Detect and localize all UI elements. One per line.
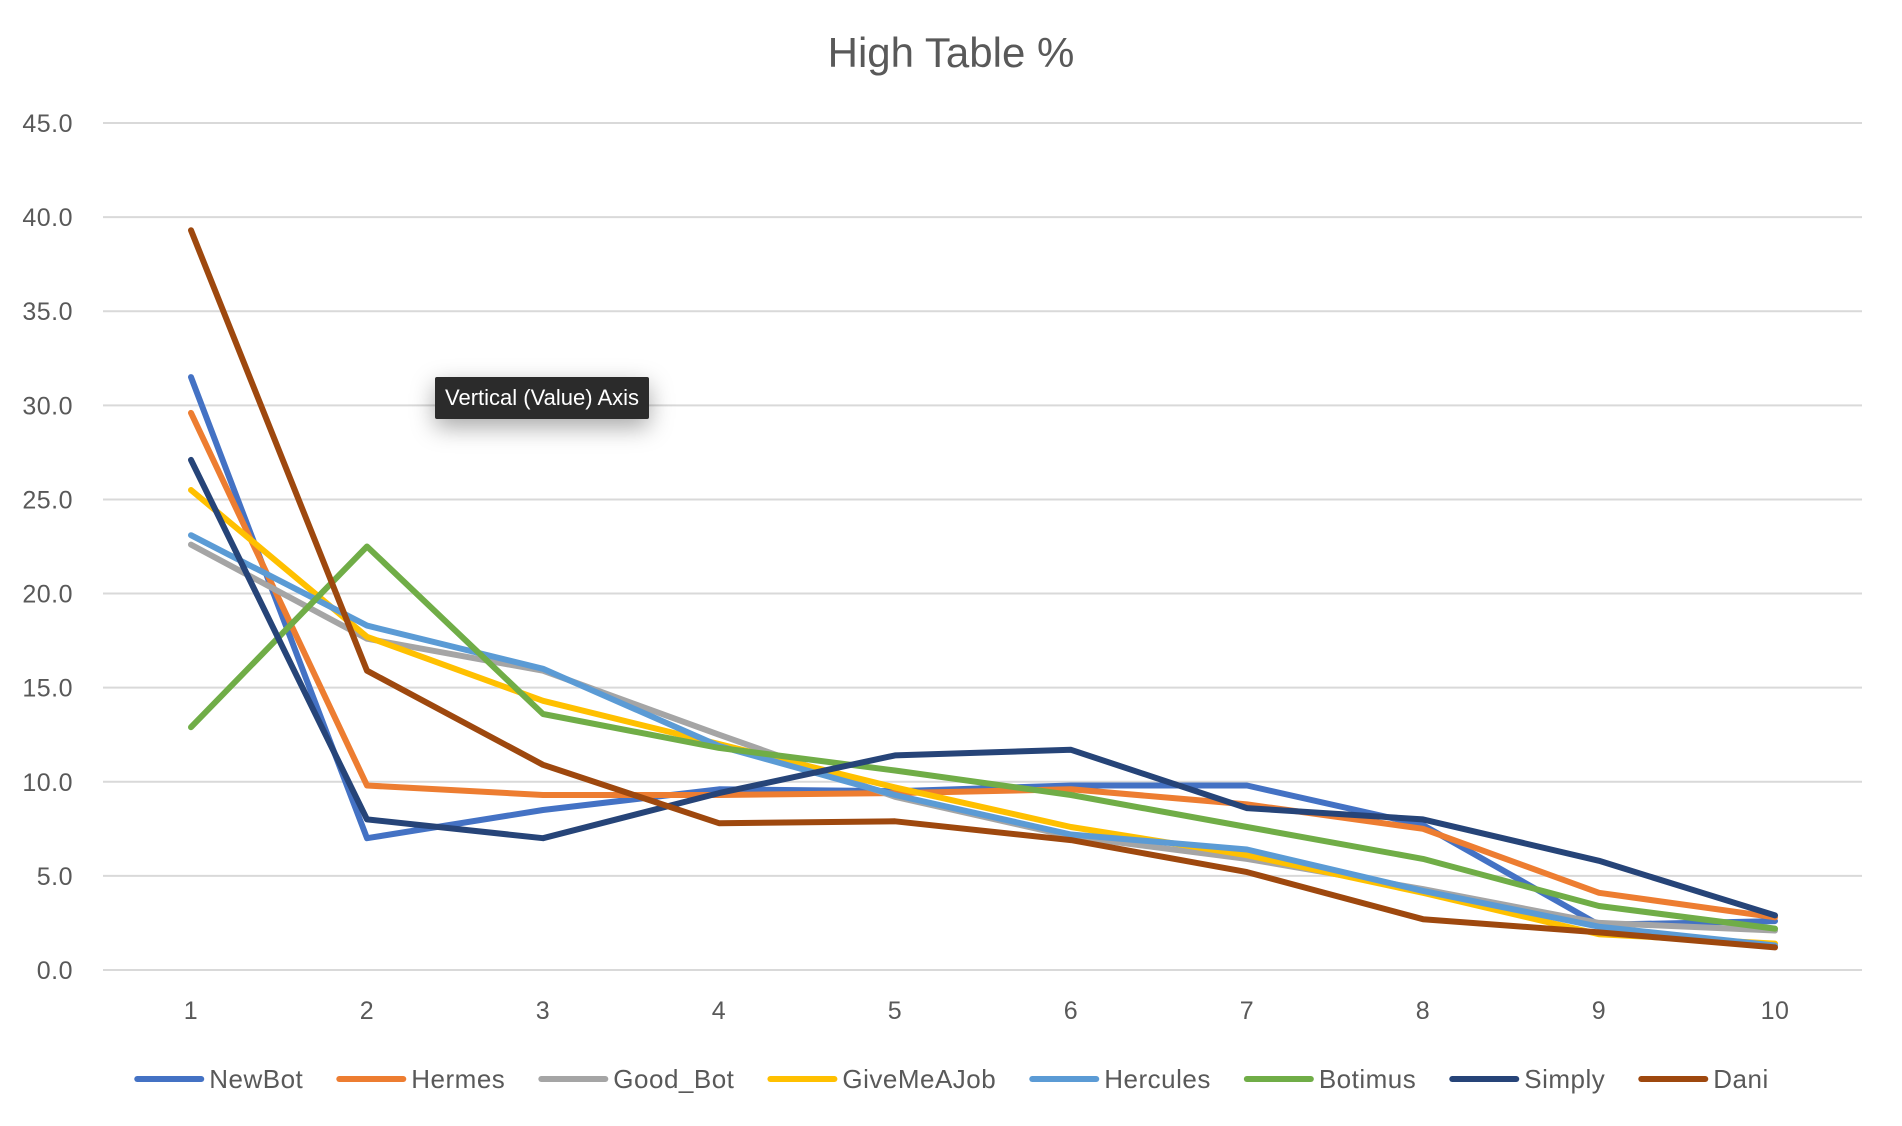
y-tick-label[interactable]: 25.0 [22,486,73,514]
legend-item-givemeajob[interactable]: GiveMeAJob [767,1064,996,1094]
x-tick-label[interactable]: 4 [712,997,726,1025]
x-tick-label[interactable]: 2 [360,997,374,1025]
axis-tooltip: Vertical (Value) Axis [435,377,650,419]
legend[interactable]: NewBot Hermes Good_Bot GiveMeAJob Hercules Bo… [134,1064,1769,1094]
y-tick-label[interactable]: 20.0 [22,581,73,609]
legend-item-good-bot[interactable]: Good_Bot [538,1064,734,1094]
y-axis-tick-labels[interactable]: 0.0 5.0 10.0 15.0 20.0 25.0 30.0 35.0 40.0 45.0 [22,110,73,985]
legend-label: Dani [1713,1064,1768,1094]
x-tick-label[interactable]: 7 [1240,997,1254,1025]
series-line-dani[interactable] [188,227,1778,951]
chart-title: High Table % [828,29,1075,76]
y-tick-label[interactable]: 15.0 [22,675,73,703]
x-tick-label[interactable]: 8 [1416,997,1430,1025]
x-tick-label[interactable]: 10 [1761,997,1790,1025]
x-tick-label[interactable]: 5 [888,997,902,1025]
legend-label: Hercules [1104,1064,1211,1094]
y-tick-label[interactable]: 30.0 [22,392,73,420]
y-tick-label[interactable]: 45.0 [22,110,73,138]
legend-label: Simply [1524,1064,1605,1094]
series-line-botimus[interactable] [188,543,1778,932]
series-line-hercules[interactable] [188,532,1778,949]
x-tick-label[interactable]: 1 [184,997,198,1025]
legend-label: NewBot [209,1064,303,1094]
legend-item-newbot[interactable]: NewBot [134,1064,303,1094]
y-tick-label[interactable]: 5.0 [37,863,73,891]
series-line-simply[interactable] [188,456,1778,919]
legend-item-dani[interactable]: Dani [1638,1064,1768,1094]
x-tick-label[interactable]: 6 [1064,997,1078,1025]
series-line-givemeajob[interactable] [188,487,1778,947]
legend-item-hermes[interactable]: Hermes [336,1064,505,1094]
legend-label: Hermes [411,1064,505,1094]
legend-item-hercules[interactable]: Hercules [1029,1064,1211,1094]
series-line-hermes[interactable] [188,409,1778,921]
y-tick-label[interactable]: 35.0 [22,298,73,326]
y-tick-label[interactable]: 0.0 [37,957,73,985]
legend-item-botimus[interactable]: Botimus [1243,1064,1416,1094]
x-tick-label[interactable]: 3 [536,997,550,1025]
y-tick-label[interactable]: 10.0 [22,769,73,797]
legend-label: Good_Bot [613,1064,734,1094]
x-tick-label[interactable]: 9 [1592,997,1606,1025]
legend-label: GiveMeAJob [842,1064,996,1094]
plot-area[interactable] [188,227,1778,951]
legend-item-simply[interactable]: Simply [1449,1064,1605,1094]
y-tick-label[interactable]: 40.0 [22,204,73,232]
legend-label: Botimus [1319,1064,1416,1094]
x-axis-tick-labels[interactable]: 1 2 3 4 5 6 7 8 9 10 [184,997,1790,1025]
